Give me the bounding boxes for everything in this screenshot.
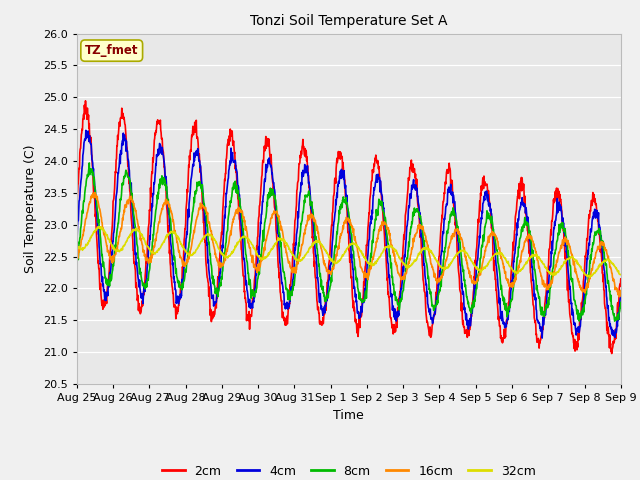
16cm bbox=[553, 257, 561, 263]
4cm bbox=[181, 252, 189, 258]
32cm bbox=[434, 258, 442, 264]
2cm bbox=[434, 277, 442, 283]
Line: 8cm: 8cm bbox=[77, 163, 621, 321]
8cm bbox=[85, 160, 93, 166]
4cm bbox=[255, 252, 263, 257]
32cm bbox=[195, 244, 202, 250]
8cm bbox=[73, 256, 81, 262]
Title: Tonzi Soil Temperature Set A: Tonzi Soil Temperature Set A bbox=[250, 14, 447, 28]
2cm bbox=[181, 226, 189, 232]
4cm bbox=[82, 127, 90, 133]
8cm bbox=[617, 300, 625, 305]
16cm bbox=[617, 290, 625, 296]
4cm bbox=[538, 335, 546, 341]
32cm bbox=[553, 269, 561, 275]
4cm bbox=[434, 291, 442, 297]
Line: 32cm: 32cm bbox=[77, 227, 621, 277]
32cm bbox=[96, 224, 104, 230]
16cm bbox=[505, 279, 513, 285]
Line: 2cm: 2cm bbox=[77, 101, 621, 354]
2cm bbox=[195, 141, 202, 146]
2cm bbox=[608, 351, 616, 357]
32cm bbox=[586, 274, 594, 280]
4cm bbox=[617, 292, 625, 298]
Line: 4cm: 4cm bbox=[77, 130, 621, 338]
4cm bbox=[195, 150, 202, 156]
16cm bbox=[181, 263, 189, 269]
16cm bbox=[255, 268, 263, 274]
8cm bbox=[181, 272, 189, 278]
32cm bbox=[181, 247, 189, 252]
2cm bbox=[73, 196, 81, 202]
16cm bbox=[195, 212, 202, 217]
Legend: 2cm, 4cm, 8cm, 16cm, 32cm: 2cm, 4cm, 8cm, 16cm, 32cm bbox=[157, 460, 541, 480]
2cm bbox=[82, 98, 90, 104]
2cm bbox=[505, 300, 513, 305]
8cm bbox=[434, 298, 442, 304]
32cm bbox=[617, 272, 625, 277]
32cm bbox=[73, 242, 81, 248]
Y-axis label: Soil Temperature (C): Soil Temperature (C) bbox=[24, 144, 37, 273]
2cm bbox=[255, 213, 263, 219]
Text: TZ_fmet: TZ_fmet bbox=[85, 44, 138, 57]
8cm bbox=[195, 181, 202, 187]
X-axis label: Time: Time bbox=[333, 408, 364, 421]
8cm bbox=[611, 318, 619, 324]
8cm bbox=[553, 240, 561, 246]
16cm bbox=[91, 190, 99, 196]
8cm bbox=[255, 268, 263, 274]
32cm bbox=[255, 254, 263, 260]
4cm bbox=[553, 207, 561, 213]
Line: 16cm: 16cm bbox=[77, 193, 621, 297]
8cm bbox=[505, 304, 513, 310]
2cm bbox=[553, 185, 561, 191]
32cm bbox=[505, 261, 513, 267]
16cm bbox=[434, 277, 442, 283]
16cm bbox=[73, 254, 81, 260]
4cm bbox=[73, 242, 81, 248]
2cm bbox=[617, 276, 625, 282]
4cm bbox=[505, 307, 513, 313]
16cm bbox=[616, 294, 623, 300]
